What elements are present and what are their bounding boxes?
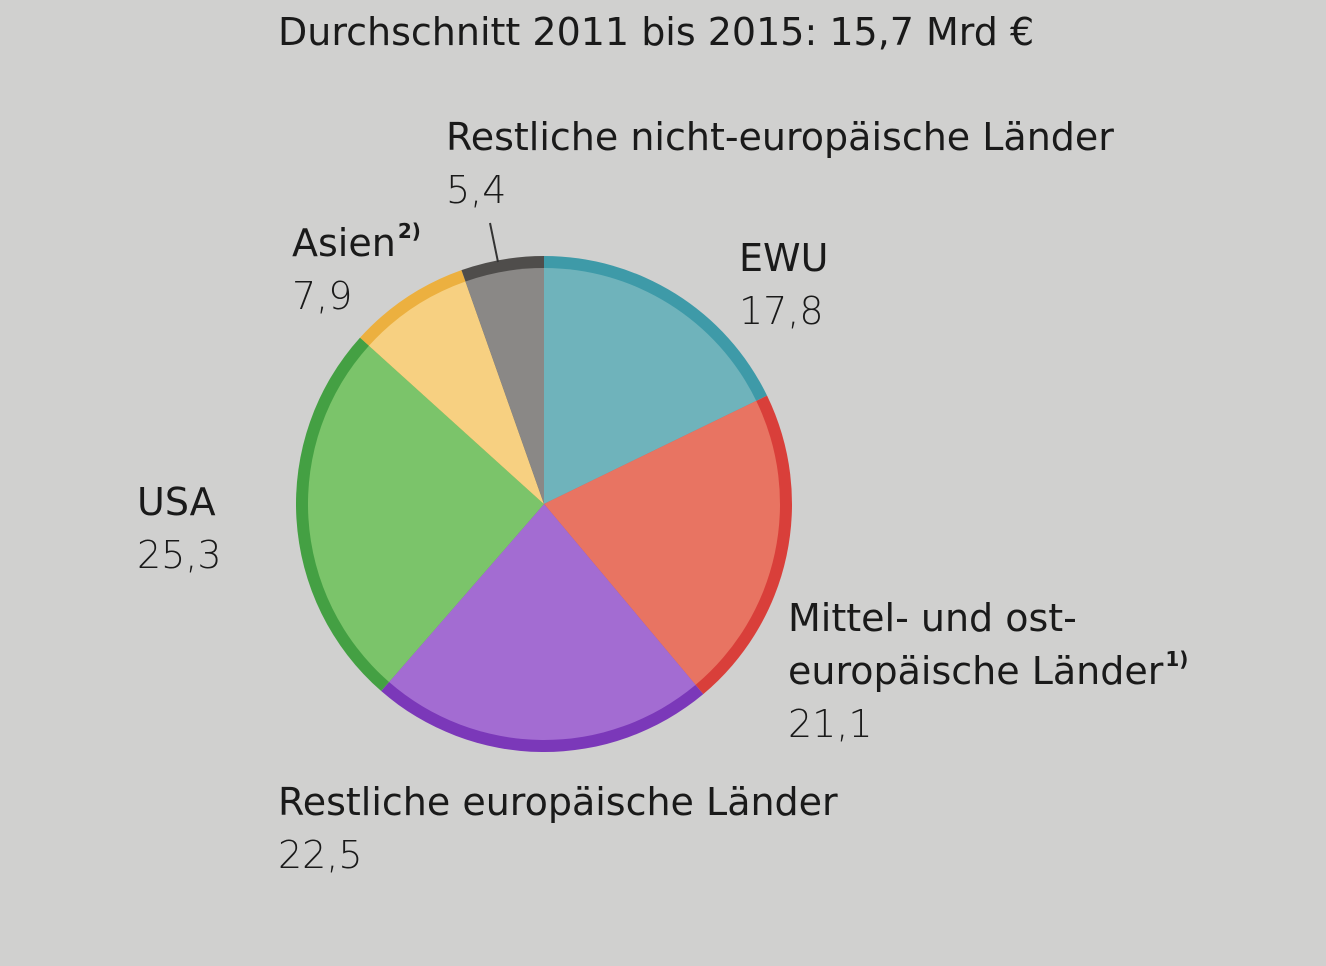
slice-name-restliche-europaeische: Restliche europäische Länder xyxy=(278,780,838,824)
slice-value-ewu: 17,8 xyxy=(739,289,824,333)
leader-line-restliche-nicht-europaeische xyxy=(489,222,499,263)
slice-value-usa: 25,3 xyxy=(137,533,222,577)
pie-slice-mittel-und-ost-europaeische-laender xyxy=(544,400,781,685)
slice-label-restliche-nicht-europaeische: Restliche nicht-europäische Länder 5,4 xyxy=(446,111,1114,217)
slice-name-ewu: EWU xyxy=(739,236,829,280)
pie-slice-usa xyxy=(308,345,544,683)
slice-name-mittel-ost-line2: europäische Länder xyxy=(788,649,1164,693)
slice-label-restliche-europaeische: Restliche europäische Länder 22,5 xyxy=(278,776,838,882)
pie-slice-restliche-nicht-europaeische-laender xyxy=(465,268,544,504)
pie-slice-restliche-europaeische-laender xyxy=(389,504,696,741)
slice-label-ewu: EWU 17,8 xyxy=(739,232,828,338)
slice-label-usa: USA 25,3 xyxy=(137,476,222,582)
slice-value-asien: 7,9 xyxy=(292,274,353,318)
footnote-marker-2: 2) xyxy=(397,219,421,243)
slice-value-restliche-nicht-europaeische: 5,4 xyxy=(446,168,507,212)
slice-value-mittel-ost: 21,1 xyxy=(788,702,873,746)
footnote-marker-1: 1) xyxy=(1165,647,1189,671)
slice-value-restliche-europaeische: 22,5 xyxy=(278,833,363,877)
pie-slice-asien xyxy=(368,281,544,504)
slice-label-asien: Asien 2) 7,9 xyxy=(292,217,421,323)
chart-title: Durchschnitt 2011 bis 2015: 15,7 Mrd € xyxy=(278,10,1035,54)
slice-name-usa: USA xyxy=(137,480,216,524)
slice-name-mittel-ost-line1: Mittel- und ost- xyxy=(788,596,1077,640)
slice-name-asien: Asien xyxy=(292,221,396,265)
pie-slice-ewu xyxy=(544,268,757,504)
slice-label-mittel-ost: Mittel- und ost- europäische Länder 1) 21… xyxy=(788,592,1188,751)
slice-name-restliche-nicht-europaeische: Restliche nicht-europäische Länder xyxy=(446,115,1114,159)
